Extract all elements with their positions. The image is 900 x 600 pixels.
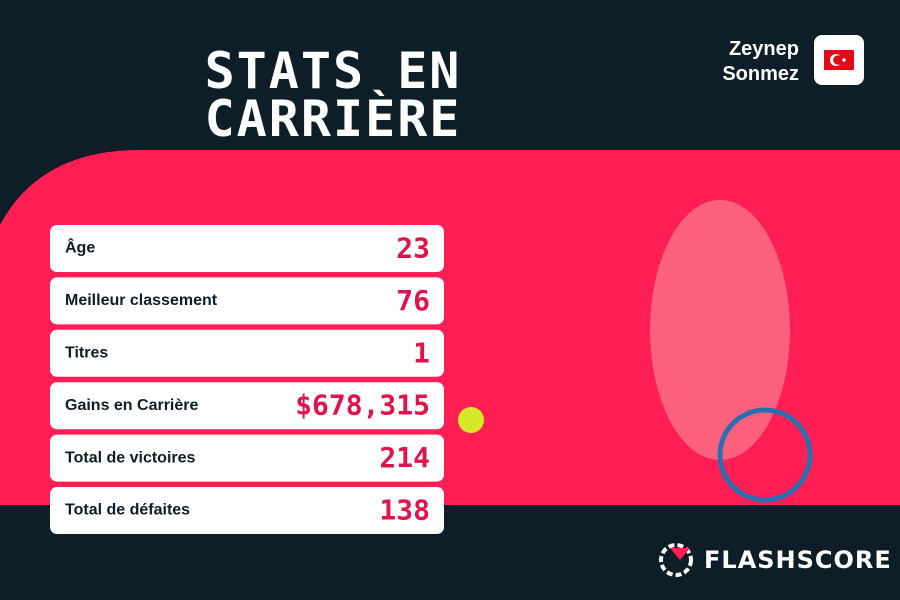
row-label: Âge (65, 238, 95, 257)
row-value: 23 (396, 232, 430, 265)
title-line: CARRIÈRE (205, 89, 462, 148)
row-label: Total de défaites (65, 502, 190, 519)
row-value: 76 (396, 284, 430, 317)
tennis-ball (458, 407, 484, 433)
row-background (50, 487, 444, 534)
row-value: 138 (379, 494, 430, 527)
row-label: Meilleur classement (65, 292, 218, 309)
row-value: $678,315 (295, 389, 430, 422)
row-background (50, 277, 444, 325)
row-label: Gains en Carrière (65, 397, 199, 414)
row-label: Titres (65, 345, 108, 362)
row-background (50, 225, 444, 272)
row-background (50, 329, 444, 377)
flag (814, 35, 864, 85)
row-background (50, 382, 444, 430)
player-name: Zeynep (729, 38, 799, 60)
player-photo (650, 200, 813, 503)
brand: FLASHSCORE (704, 546, 892, 574)
row-background (50, 434, 444, 482)
row-label: Total de victoires (65, 449, 196, 466)
stats-table: Âge 23 Meilleur classement 76 Titres 1 Gains e… (50, 225, 444, 534)
player-name: Sonmez (722, 63, 799, 85)
logo (659, 543, 693, 577)
row-value: 1 (413, 336, 430, 369)
title-line: STATS EN (205, 42, 462, 100)
row-value: 214 (379, 441, 430, 474)
